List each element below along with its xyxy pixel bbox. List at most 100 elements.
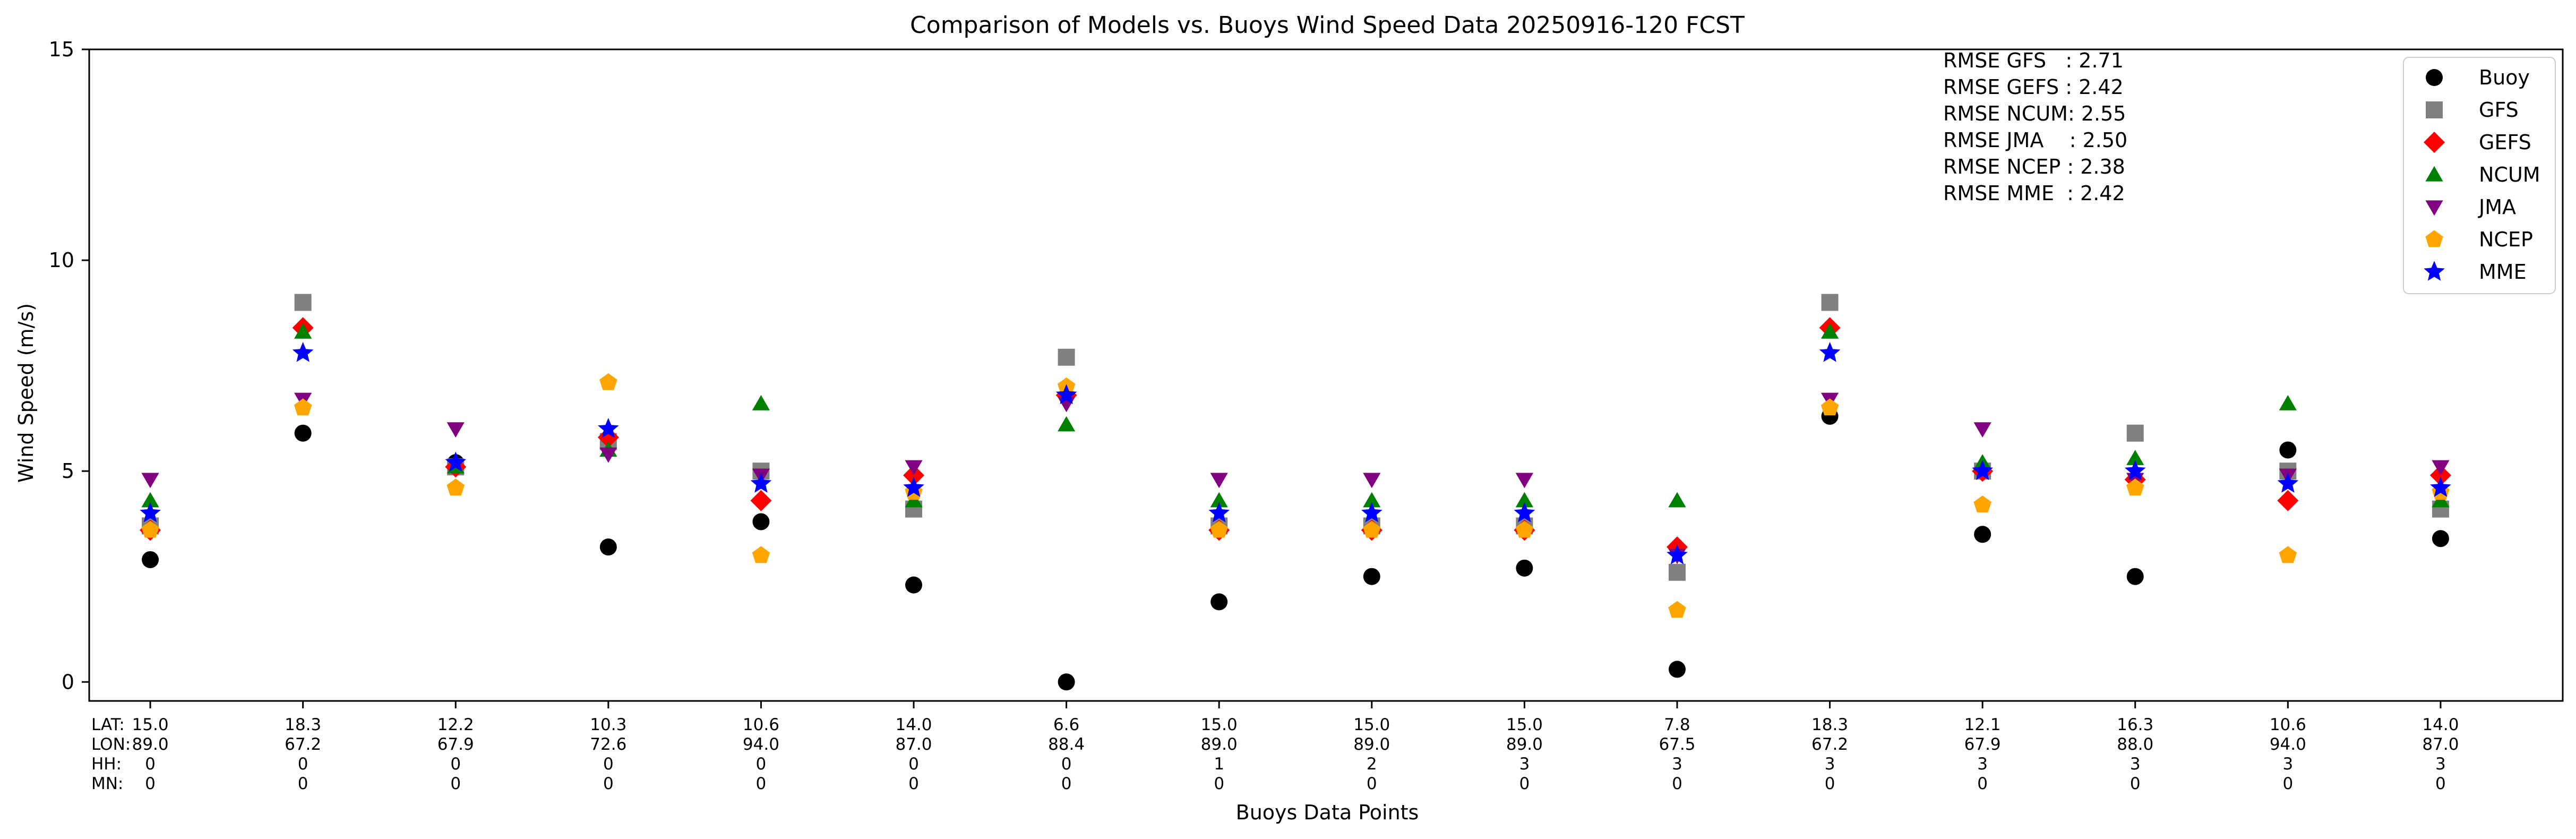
chart-title: Comparison of Models vs. Buoys Wind Spee… [910, 12, 1745, 39]
row-label: LAT: [91, 715, 125, 734]
x-tick-label: 67.2 [1811, 735, 1848, 754]
x-tick-label: 3 [1672, 755, 1682, 774]
legend-marker [2426, 101, 2443, 118]
series-gefs [140, 317, 2451, 558]
ncum-point [752, 395, 770, 410]
x-tick-label: 89.0 [1506, 735, 1543, 754]
x-tick-label: 0 [756, 755, 767, 774]
jma-point [1363, 473, 1381, 489]
rmse-line: RMSE GEFS : 2.42 [1943, 75, 2124, 99]
ncum-point [141, 492, 159, 508]
rmse-line: RMSE NCEP : 2.38 [1943, 155, 2125, 178]
x-tick-label: 0 [145, 755, 156, 774]
x-tick-label: 10.3 [590, 715, 626, 734]
ncep-point [1363, 520, 1381, 538]
ncep-point [1668, 601, 1686, 618]
data-marks [140, 294, 2451, 691]
x-tick-label: 14.0 [2422, 715, 2459, 734]
rmse-line: RMSE MME : 2.42 [1943, 182, 2125, 205]
ncum-point [1515, 492, 1533, 508]
x-tick-label: 3 [1825, 755, 1835, 774]
buoy-point [1363, 568, 1380, 585]
buoy-point [1210, 593, 1228, 611]
y-tick-label: 10 [49, 249, 74, 272]
mme-point [1514, 502, 1535, 523]
x-tick-label: 0 [2130, 774, 2141, 793]
series-gfs [142, 294, 2449, 581]
jma-point [1210, 473, 1228, 489]
jma-point [2432, 460, 2450, 476]
x-tick-label: 94.0 [743, 735, 779, 754]
mme-point [292, 342, 314, 362]
mme-point [1208, 502, 1230, 523]
buoy-point [1974, 526, 1991, 543]
ncep-point [446, 478, 465, 496]
series-buoy [142, 407, 2449, 691]
x-tick-label: 89.0 [1201, 735, 1238, 754]
legend-marker [2425, 230, 2443, 247]
mme-point [1972, 460, 1993, 480]
legend-label: Buoy [2479, 66, 2530, 89]
x-tick-label: 0 [1367, 774, 1377, 793]
plot-frame [88, 48, 2564, 702]
ncep-point [599, 373, 617, 390]
jma-point [599, 447, 617, 463]
jma-point [905, 460, 923, 476]
ncum-point [1363, 492, 1381, 508]
x-tick-label: 88.4 [1048, 735, 1085, 754]
x-tick-label: 3 [1519, 755, 1530, 774]
x-tick-label: 15.0 [1353, 715, 1390, 734]
x-tick-label: 0 [450, 774, 461, 793]
legend-label: NCUM [2479, 163, 2540, 186]
row-label: MN: [91, 774, 123, 793]
x-tick-label: 0 [756, 774, 767, 793]
x-tick-label: 0 [1061, 755, 1072, 774]
x-tick-label: 18.3 [1811, 715, 1848, 734]
axes: 0 5 10 15 [49, 38, 2564, 708]
legend-label: MME [2479, 260, 2527, 284]
mme-point [903, 477, 924, 497]
gfs-point [1668, 563, 1686, 581]
buoy-point [752, 513, 770, 530]
mme-point [140, 502, 161, 523]
x-tick-label: 0 [1061, 774, 1072, 793]
series-mme [140, 342, 2451, 564]
x-tick-label: 0 [1214, 774, 1224, 793]
ncum-point [1058, 416, 1076, 432]
x-tick-label: 12.2 [437, 715, 474, 734]
x-tick-label: 0 [1672, 774, 1682, 793]
jma-point [1515, 473, 1533, 489]
jma-point [1973, 422, 1991, 438]
x-tick-label: 67.2 [285, 735, 321, 754]
buoy-point [1516, 559, 1533, 577]
x-tick-label: 0 [2435, 774, 2446, 793]
jma-point [141, 473, 159, 489]
mme-point [1819, 342, 1841, 362]
rmse-annotation: RMSE GFS : 2.71 RMSE GEFS : 2.42 RMSE NCUM… [1943, 49, 2127, 205]
x-tick-label: 67.5 [1659, 735, 1695, 754]
x-tick-labels: 15.089.00018.367.20012.267.90010.372.600… [91, 715, 2576, 793]
series-ncep [141, 373, 2450, 618]
y-tick-label: 0 [62, 670, 74, 694]
x-tick-label: 10.6 [743, 715, 779, 734]
x-tick-label: 7.8 [1664, 715, 1690, 734]
jma-point [446, 422, 465, 438]
buoy-point [294, 424, 312, 442]
x-tick-label: 87.0 [895, 735, 932, 754]
x-tick-label: 15.0 [1506, 715, 1543, 734]
ncum-point [1668, 492, 1686, 508]
ncep-point [2126, 478, 2144, 496]
y-tick-label: 5 [62, 459, 74, 483]
x-tick-label: 89.0 [1353, 735, 1390, 754]
x-tick-label: 0 [298, 774, 308, 793]
series-ncum [141, 323, 2450, 508]
x-tick-label: 18.3 [285, 715, 321, 734]
x-tick-label: 87.0 [2422, 735, 2459, 754]
x-tick-label: 3 [2130, 755, 2141, 774]
x-tick-label: 0 [908, 774, 919, 793]
x-tick-label: 16.3 [2117, 715, 2153, 734]
ncep-point [1210, 520, 1228, 538]
rmse-line: RMSE NCUM: 2.55 [1943, 102, 2126, 125]
buoy-point [142, 551, 159, 568]
